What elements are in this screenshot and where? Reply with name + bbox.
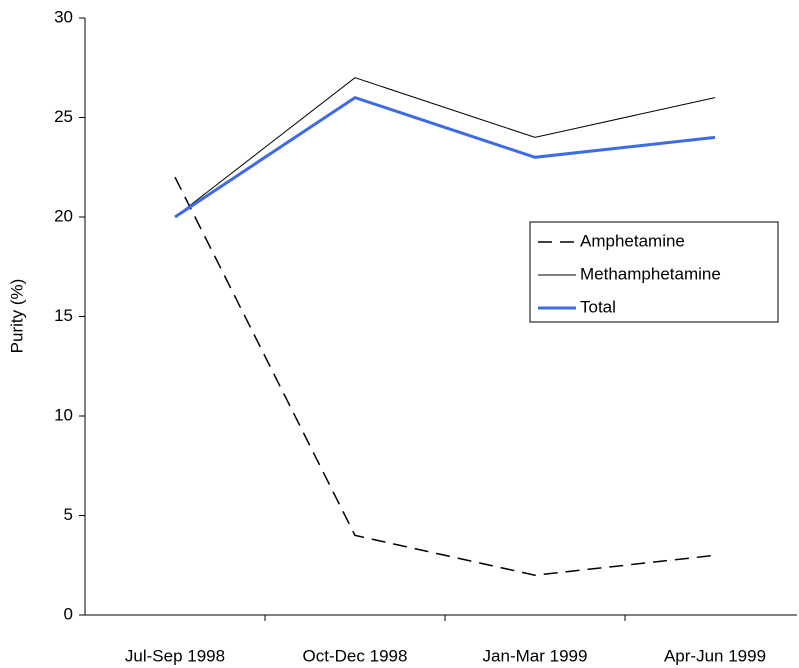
legend-label: Amphetamine [580,231,685,250]
x-tick-label: Oct-Dec 1998 [303,646,408,665]
y-tick-label: 0 [64,604,73,623]
x-tick-label: Jul-Sep 1998 [125,646,225,665]
series-line [174,95,716,219]
legend-box [529,221,779,323]
series-line [174,77,716,218]
y-tick-label: 20 [54,206,73,225]
y-tick-label: 10 [54,405,73,424]
y-axis-label: Purity (%) [7,279,26,354]
x-tick-label: Jan-Mar 1999 [483,646,588,665]
y-tick-label: 15 [54,306,73,325]
y-tick-label: 5 [64,505,73,524]
series-line [174,176,716,576]
y-tick-label: 25 [54,107,73,126]
legend-label: Methamphetamine [580,264,721,283]
y-tick-label: 30 [54,7,73,26]
x-tick-label: Apr-Jun 1999 [664,646,766,665]
legend-label: Total [580,297,616,316]
